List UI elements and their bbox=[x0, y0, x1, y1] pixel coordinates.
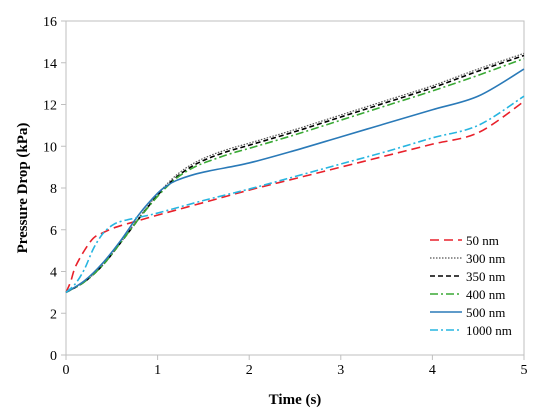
legend-label-1000-nm: 1000 nm bbox=[466, 323, 512, 338]
x-tick-label-4: 4 bbox=[429, 363, 436, 378]
x-axis-label: Time (s) bbox=[269, 392, 322, 408]
y-tick-label-2: 4 bbox=[50, 266, 57, 281]
y-tick-label-7: 14 bbox=[43, 57, 57, 72]
y-axis: 0 2 4 6 8 10 12 14 16 bbox=[43, 15, 66, 364]
y-tick-label-5: 10 bbox=[43, 140, 57, 155]
x-tick-label-1: 1 bbox=[154, 363, 161, 378]
series-line-500-nm bbox=[65, 68, 525, 294]
x-axis: 0 1 2 3 4 5 bbox=[63, 355, 528, 378]
y-axis-label: Pressure Drop (kPa) bbox=[15, 123, 31, 254]
series-line-50-nm bbox=[65, 100, 525, 293]
legend: 50 nm 300 nm 350 nm 400 nm 500 nm 1000 nm bbox=[430, 233, 512, 338]
y-tick-label-3: 6 bbox=[50, 224, 57, 239]
legend-label-50-nm: 50 nm bbox=[466, 233, 499, 248]
series-line-400-nm bbox=[65, 57, 525, 294]
x-tick-label-5: 5 bbox=[521, 363, 528, 378]
series-layer bbox=[65, 52, 525, 294]
legend-label-350-nm: 350 nm bbox=[466, 269, 505, 284]
x-tick-label-2: 2 bbox=[246, 363, 253, 378]
x-tick-label-3: 3 bbox=[337, 363, 344, 378]
y-tick-label-0: 0 bbox=[50, 349, 57, 364]
legend-label-300-nm: 300 nm bbox=[466, 251, 505, 266]
y-tick-label-6: 12 bbox=[43, 99, 57, 114]
series-line-1000-nm bbox=[65, 95, 525, 293]
y-tick-label-1: 2 bbox=[50, 307, 57, 322]
legend-label-500-nm: 500 nm bbox=[466, 305, 505, 320]
legend-label-400-nm: 400 nm bbox=[466, 287, 505, 302]
y-tick-label-4: 8 bbox=[50, 182, 57, 197]
plot-frame bbox=[65, 20, 525, 356]
x-tick-label-0: 0 bbox=[63, 363, 70, 378]
y-tick-label-8: 16 bbox=[43, 15, 57, 30]
